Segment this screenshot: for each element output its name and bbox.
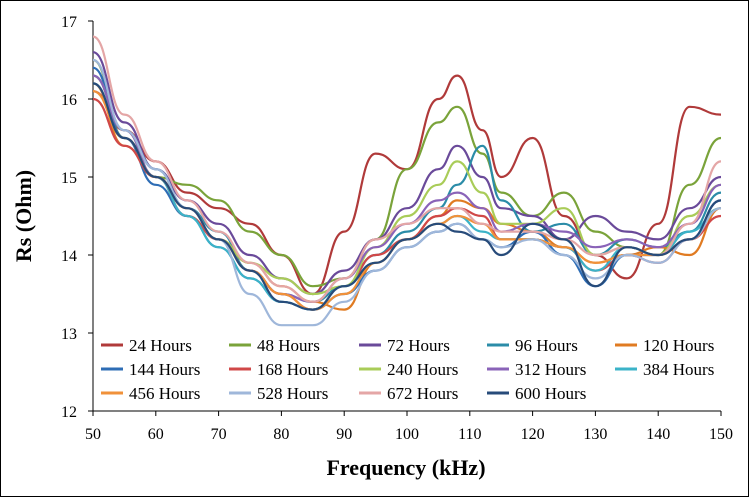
- legend-label: 48 Hours: [257, 336, 320, 355]
- y-tick-label: 16: [61, 92, 77, 109]
- legend-label: 120 Hours: [643, 336, 714, 355]
- legend-label: 528 Hours: [257, 384, 328, 403]
- legend-label: 72 Hours: [387, 336, 450, 355]
- x-tick-label: 120: [521, 426, 545, 443]
- x-tick-label: 100: [395, 426, 419, 443]
- legend-label: 96 Hours: [515, 336, 578, 355]
- legend-label: 456 Hours: [129, 384, 200, 403]
- series-line-13: [92, 82, 722, 311]
- series-line-0: [92, 74, 722, 296]
- y-tick-label: 13: [61, 326, 77, 343]
- x-tick-label: 130: [583, 426, 607, 443]
- x-axis-title: Frequency (kHz): [326, 455, 485, 480]
- axes: 12 13 14 15 16 17 50 60 70 80 90 100 110 120 130 140 150: [61, 14, 733, 443]
- series-line-9: [92, 82, 722, 311]
- series-line-12: [92, 35, 722, 303]
- legend-label: 24 Hours: [129, 336, 192, 355]
- x-tick-label: 50: [85, 426, 101, 443]
- series-line-8: [92, 74, 722, 303]
- y-tick-label: 14: [61, 248, 77, 265]
- legend-label: 600 Hours: [515, 384, 586, 403]
- legend: 24 Hours 48 Hours 72 Hours 96 Hours 120 Hour…: [101, 336, 714, 403]
- x-tick-label: 90: [336, 426, 352, 443]
- y-axis-title: Rs (Ohm): [11, 170, 36, 262]
- legend-label: 384 Hours: [643, 360, 714, 379]
- y-tick-label: 17: [61, 14, 77, 31]
- legend-label: 312 Hours: [515, 360, 586, 379]
- series-line-5: [92, 66, 722, 311]
- x-tick-label: 80: [273, 426, 289, 443]
- x-tick-label: 110: [458, 426, 481, 443]
- legend-label: 672 Hours: [387, 384, 458, 403]
- x-tick-label: 60: [148, 426, 164, 443]
- x-tick-label: 150: [709, 426, 733, 443]
- x-tick-label: 70: [211, 426, 227, 443]
- x-tick-label: 140: [646, 426, 670, 443]
- series-lines: [92, 35, 722, 327]
- y-tick-label: 12: [61, 404, 77, 421]
- series-line-1: [92, 58, 722, 288]
- series-line-2: [92, 51, 722, 296]
- legend-label: 240 Hours: [387, 360, 458, 379]
- legend-label: 168 Hours: [257, 360, 328, 379]
- y-tick-label: 15: [61, 170, 77, 187]
- series-line-4: [92, 82, 722, 311]
- legend-label: 144 Hours: [129, 360, 200, 379]
- series-line-3: [92, 74, 722, 303]
